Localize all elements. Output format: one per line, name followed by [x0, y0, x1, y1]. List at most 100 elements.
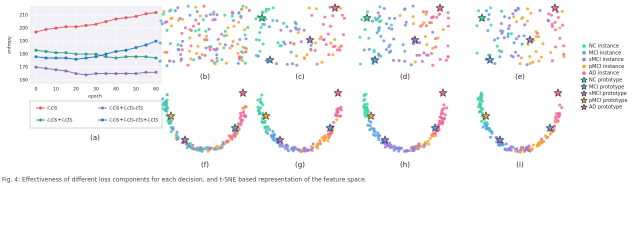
- instance-dot: [486, 17, 490, 21]
- instance-dot: [194, 29, 198, 33]
- instance-dot: [420, 23, 424, 27]
- instance-dot: [540, 137, 543, 141]
- instance-dot: [519, 148, 523, 152]
- instance-dot: [556, 112, 560, 116]
- x-axis-label: epoch: [88, 94, 102, 100]
- instance-dot: [340, 13, 344, 17]
- instance-dot: [171, 126, 175, 130]
- instance-dot: [289, 29, 293, 33]
- instance-dot: [398, 14, 402, 17]
- instance-dot: [278, 142, 282, 146]
- instance-dot: [194, 5, 198, 9]
- instance-dot: [366, 10, 370, 14]
- instance-dot: [498, 55, 502, 59]
- instance-dot: [326, 32, 330, 36]
- instance-dot: [517, 34, 521, 38]
- instance-dot: [422, 145, 426, 149]
- instance-dot: [435, 15, 439, 19]
- instance-dot: [169, 42, 172, 46]
- legend-dot: [582, 71, 586, 75]
- instance-dot: [445, 106, 449, 110]
- y-tick-label: 210: [19, 13, 28, 19]
- y-axis-label: entropy: [7, 36, 13, 54]
- instance-dot: [237, 11, 241, 15]
- instance-dot: [557, 114, 561, 118]
- instance-dot: [296, 31, 300, 34]
- instance-dot: [487, 13, 491, 16]
- instance-dot: [374, 18, 378, 22]
- instance-dot: [516, 7, 520, 11]
- prototype-star: [238, 88, 248, 97]
- panel-label: (i): [516, 161, 524, 169]
- point: [154, 11, 158, 14]
- instance-dot: [428, 136, 432, 140]
- instance-dot: [165, 109, 169, 113]
- instance-dot: [211, 12, 215, 16]
- instance-dot: [176, 47, 180, 51]
- instance-dot: [392, 58, 395, 62]
- prototype-star: [525, 35, 535, 44]
- point: [134, 46, 138, 50]
- instance-dot: [165, 93, 169, 97]
- instance-dot: [197, 28, 201, 32]
- instance-dot: [180, 31, 184, 35]
- instance-dot: [230, 10, 234, 14]
- instance-dot: [202, 4, 206, 8]
- point: [144, 70, 148, 74]
- instance-dot: [239, 111, 242, 115]
- instance-dot: [295, 54, 299, 58]
- prototype-star: [265, 55, 275, 64]
- instance-dot: [393, 16, 397, 20]
- instance-dot: [367, 36, 371, 40]
- instance-dot: [194, 18, 198, 22]
- point: [54, 51, 58, 55]
- instance-dot: [316, 142, 320, 146]
- instance-dot: [511, 55, 515, 59]
- instance-dot: [261, 103, 265, 107]
- point: [114, 17, 118, 21]
- instance-dot: [418, 41, 422, 45]
- instance-dot: [547, 19, 551, 23]
- instance-dot: [209, 45, 213, 49]
- instance-dot: [425, 43, 429, 47]
- instance-dot: [412, 22, 415, 26]
- instance-dot: [438, 119, 441, 123]
- instance-dot: [264, 17, 268, 21]
- instance-dot: [480, 119, 484, 123]
- instance-dot: [236, 42, 240, 46]
- instance-dot: [411, 15, 415, 19]
- instance-dot: [188, 13, 192, 17]
- prototype-star: [481, 111, 491, 120]
- instance-dot: [506, 35, 510, 38]
- instance-dot: [493, 38, 496, 42]
- instance-dot: [502, 36, 506, 40]
- instance-dot: [392, 148, 396, 152]
- instance-dot: [222, 34, 226, 38]
- point: [124, 72, 128, 76]
- y-tick-label: 160: [19, 78, 28, 84]
- instance-dot: [208, 13, 212, 16]
- instance-dot: [186, 4, 190, 8]
- instance-dot: [167, 59, 171, 63]
- point: [124, 48, 128, 52]
- instance-dot: [261, 42, 265, 46]
- instance-dot: [335, 114, 339, 117]
- instance-dot: [526, 42, 530, 46]
- instance-dot: [428, 21, 432, 25]
- instance-dot: [390, 27, 394, 31]
- instance-dot: [516, 150, 520, 153]
- instance-dot: [480, 111, 484, 115]
- instance-dot: [195, 52, 199, 55]
- instance-dot: [260, 10, 264, 14]
- instance-dot: [176, 43, 180, 47]
- legend-label: ℒcls+ℒcts: [47, 118, 73, 124]
- instance-dot: [541, 42, 545, 46]
- instance-dot: [534, 50, 538, 54]
- instance-dot: [328, 5, 332, 9]
- legend-label: ℒcls+ℒcls-cts: [109, 106, 143, 112]
- panel-label: (d): [400, 73, 410, 81]
- instance-dot: [342, 33, 345, 37]
- instance-dot: [434, 37, 438, 41]
- instance-dot: [204, 46, 208, 50]
- instance-dot: [192, 24, 195, 28]
